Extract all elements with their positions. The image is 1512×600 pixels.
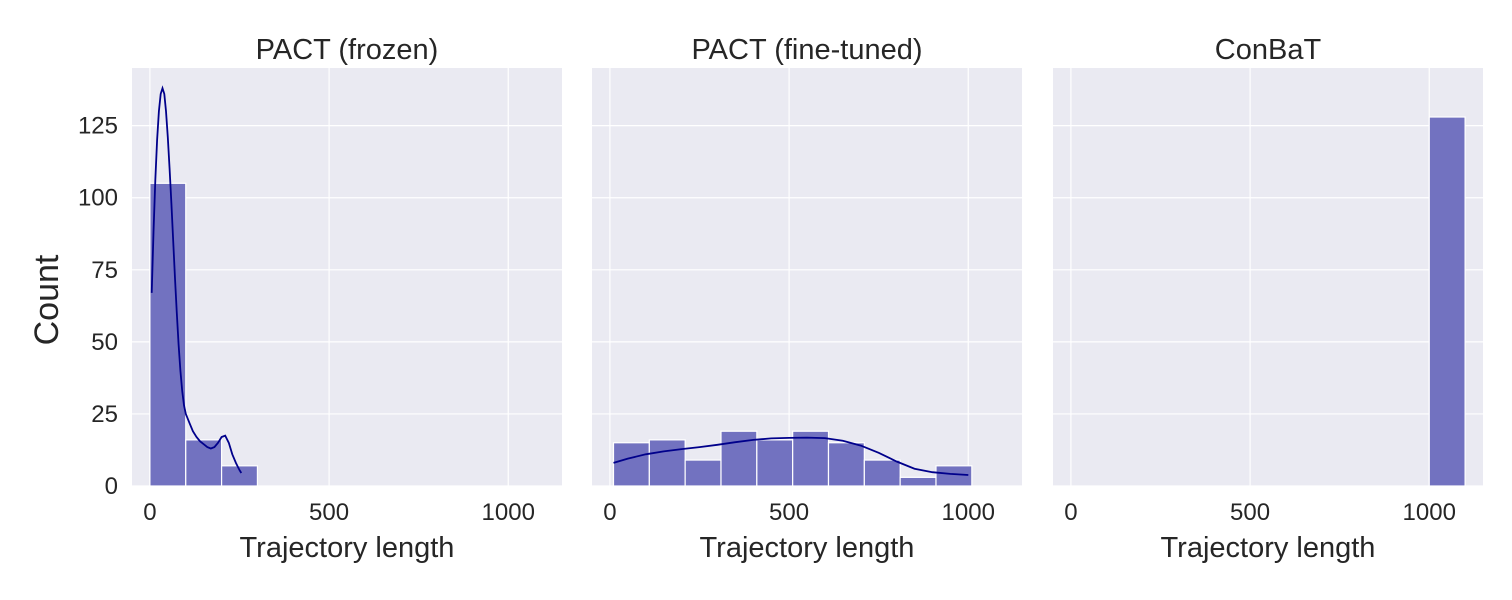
y-tick-label: 100 bbox=[78, 185, 118, 212]
x-tick-label: 1000 bbox=[942, 499, 995, 526]
kde-line bbox=[150, 85, 243, 474]
histogram-bar bbox=[220, 465, 259, 487]
panel-background bbox=[1053, 68, 1483, 486]
panel-pact-frozen: 0 500 1000 0 25 50 75 100 125 PACT (frozen) Tra… bbox=[78, 34, 562, 564]
x-tick-labels: 0 500 1000 bbox=[143, 499, 535, 526]
histogram-bar bbox=[1428, 116, 1466, 487]
x-axis-label: Trajectory length bbox=[1161, 532, 1376, 564]
y-tick-label: 0 bbox=[105, 473, 118, 500]
histogram-bar bbox=[756, 439, 794, 487]
grid-lines bbox=[132, 68, 562, 487]
histogram-bars bbox=[149, 182, 259, 487]
panel-background bbox=[592, 68, 1022, 486]
panel-pact-fine-tuned: 0 500 1000 PACT (fine-tuned) Trajectory le… bbox=[592, 34, 1022, 564]
panel-title: ConBaT bbox=[1215, 34, 1322, 66]
x-tick-label: 0 bbox=[603, 499, 616, 526]
histogram-bar bbox=[863, 459, 901, 487]
kde-curve bbox=[613, 436, 969, 476]
kde-curve bbox=[150, 85, 243, 474]
kde-line bbox=[613, 436, 969, 476]
x-tick-labels: 0 500 1000 bbox=[1064, 499, 1456, 526]
y-tick-label: 125 bbox=[78, 113, 118, 140]
x-tick-labels: 0 500 1000 bbox=[603, 499, 995, 526]
x-tick-label: 1000 bbox=[482, 499, 535, 526]
panel-title: PACT (fine-tuned) bbox=[691, 34, 922, 66]
histogram-bar bbox=[935, 465, 973, 487]
panel-background bbox=[132, 68, 562, 486]
y-axis-label: Count bbox=[28, 254, 66, 345]
histogram-bar bbox=[792, 430, 830, 487]
histogram-bar bbox=[612, 442, 650, 487]
histogram-bar bbox=[899, 476, 937, 487]
x-axis-label: Trajectory length bbox=[700, 532, 915, 564]
x-tick-label: 1000 bbox=[1403, 499, 1456, 526]
histogram-bar bbox=[684, 459, 722, 487]
y-tick-label: 50 bbox=[91, 329, 118, 356]
histogram-bar bbox=[149, 182, 187, 487]
x-axis-label: Trajectory length bbox=[240, 532, 455, 564]
y-tick-labels: 0 25 50 75 100 125 bbox=[78, 113, 118, 500]
y-tick-label: 25 bbox=[91, 401, 118, 428]
histogram-bar bbox=[648, 439, 686, 487]
panel-conbat: 0 500 1000 ConBaT Trajectory length bbox=[1053, 34, 1483, 564]
x-tick-label: 0 bbox=[143, 499, 156, 526]
y-tick-label: 75 bbox=[91, 257, 118, 284]
histogram-bars bbox=[1428, 116, 1466, 487]
histogram-bar bbox=[185, 439, 223, 487]
x-tick-label: 500 bbox=[309, 499, 349, 526]
x-tick-label: 500 bbox=[769, 499, 809, 526]
histogram-bar bbox=[827, 442, 865, 487]
x-tick-label: 500 bbox=[1230, 499, 1270, 526]
x-tick-label: 0 bbox=[1064, 499, 1077, 526]
panel-title: PACT (frozen) bbox=[256, 34, 439, 66]
